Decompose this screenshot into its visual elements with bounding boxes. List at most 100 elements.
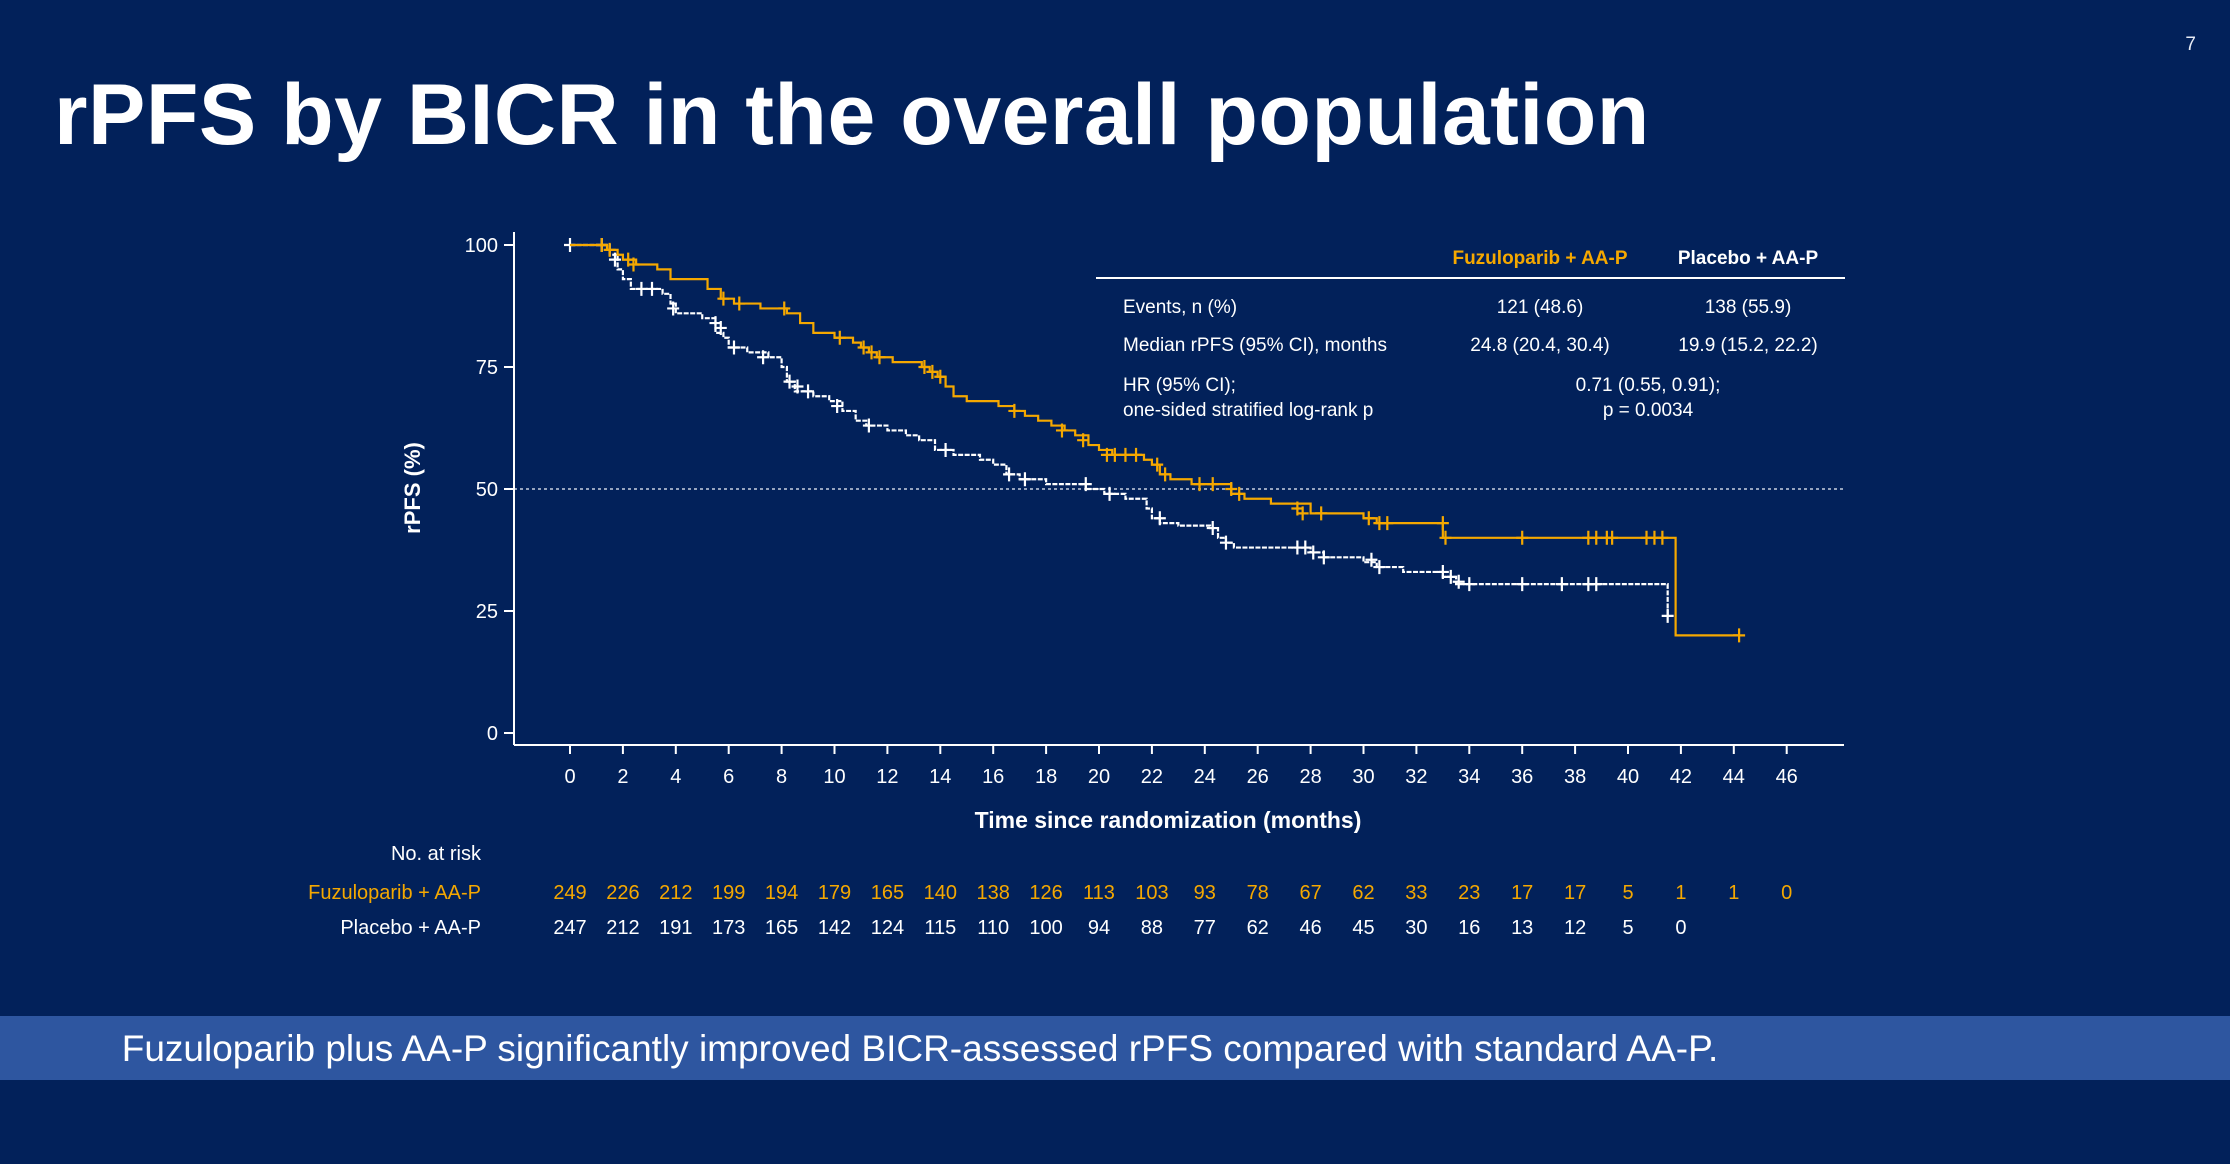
conclusion-band: Fuzuloparib plus AA-P significantly impr… bbox=[0, 1016, 2230, 1080]
risk-value: 191 bbox=[659, 917, 692, 939]
x-tick-label: 14 bbox=[929, 766, 951, 788]
risk-value: 110 bbox=[977, 917, 1009, 939]
stats-row-median-pla: 19.9 (15.2, 22.2) bbox=[1678, 335, 1817, 356]
censor-mark-placebo bbox=[1590, 577, 1603, 592]
x-tick-label: 16 bbox=[982, 766, 1004, 788]
x-tick-label: 26 bbox=[1247, 766, 1269, 788]
risk-row-label-placebo: Placebo + AA-P bbox=[340, 917, 481, 939]
censor-mark-fuzuloparib bbox=[603, 242, 616, 257]
censor-mark-fuzuloparib bbox=[1055, 423, 1068, 438]
x-tick-label: 24 bbox=[1194, 766, 1216, 788]
risk-value: 12 bbox=[1564, 917, 1586, 939]
risk-value: 247 bbox=[553, 917, 586, 939]
risk-value: 249 bbox=[553, 882, 586, 904]
censor-mark-placebo bbox=[667, 301, 680, 316]
x-tick-label: 4 bbox=[670, 766, 681, 788]
censor-mark-placebo bbox=[635, 281, 648, 296]
censor-mark-fuzuloparib bbox=[1151, 457, 1164, 472]
risk-value: 115 bbox=[924, 917, 956, 939]
censor-mark-fuzuloparib bbox=[1159, 467, 1172, 482]
censor-mark-fuzuloparib bbox=[1108, 447, 1121, 462]
risk-value: 93 bbox=[1194, 882, 1216, 904]
censor-mark-fuzuloparib bbox=[1119, 447, 1132, 462]
stats-hr-value-line1: 0.71 (0.55, 0.91); bbox=[1576, 375, 1721, 396]
stats-header-fuzuloparib: Fuzuloparib + AA-P bbox=[1452, 248, 1627, 269]
censor-mark-fuzuloparib bbox=[1193, 477, 1206, 492]
censor-mark-placebo bbox=[862, 418, 875, 433]
risk-value: 0 bbox=[1675, 917, 1686, 939]
censor-mark-placebo bbox=[1018, 472, 1031, 487]
x-tick-label: 42 bbox=[1670, 766, 1692, 788]
censor-mark-fuzuloparib bbox=[1206, 477, 1219, 492]
censor-mark-placebo bbox=[714, 320, 727, 335]
censor-mark-fuzuloparib bbox=[717, 291, 730, 306]
censor-mark-placebo bbox=[1103, 486, 1116, 501]
censor-mark-fuzuloparib bbox=[1315, 506, 1328, 521]
risk-value: 124 bbox=[871, 917, 904, 939]
censor-mark-fuzuloparib bbox=[1077, 433, 1090, 448]
censor-mark-fuzuloparib bbox=[733, 296, 746, 311]
risk-table-title: No. at risk bbox=[391, 843, 482, 865]
stats-table: Fuzuloparib + AA-P Placebo + AA-P Events… bbox=[1096, 248, 1845, 421]
censor-mark-placebo bbox=[727, 340, 740, 355]
censor-mark-fuzuloparib bbox=[873, 350, 886, 365]
x-tick-label: 10 bbox=[823, 766, 845, 788]
x-tick-label: 0 bbox=[564, 766, 575, 788]
y-tick-label: 75 bbox=[476, 357, 498, 379]
risk-value: 16 bbox=[1458, 917, 1480, 939]
censor-mark-placebo bbox=[1444, 569, 1457, 584]
censor-mark-placebo bbox=[1452, 574, 1465, 589]
censor-mark-placebo bbox=[757, 350, 770, 365]
x-tick-label: 30 bbox=[1352, 766, 1374, 788]
censor-mark-fuzuloparib bbox=[1439, 530, 1452, 545]
censor-mark-placebo bbox=[1299, 540, 1312, 555]
risk-value: 113 bbox=[1083, 882, 1115, 904]
censor-mark-placebo bbox=[608, 252, 621, 267]
x-tick-label: 32 bbox=[1405, 766, 1427, 788]
stats-row-events-pla: 138 (55.9) bbox=[1705, 297, 1792, 318]
risk-value: 62 bbox=[1247, 917, 1269, 939]
censor-mark-placebo bbox=[1317, 550, 1330, 565]
censor-mark-placebo bbox=[802, 384, 815, 399]
censor-mark-placebo bbox=[939, 442, 952, 457]
censor-mark-placebo bbox=[791, 379, 804, 394]
censor-mark-fuzuloparib bbox=[1590, 530, 1603, 545]
risk-value: 30 bbox=[1405, 917, 1427, 939]
x-tick-label: 28 bbox=[1299, 766, 1321, 788]
censor-mark-placebo bbox=[1079, 477, 1092, 492]
risk-value: 46 bbox=[1299, 917, 1321, 939]
x-tick-label: 8 bbox=[776, 766, 787, 788]
stats-row-median-fuz: 24.8 (20.4, 30.4) bbox=[1470, 335, 1609, 356]
censor-mark-placebo bbox=[1153, 511, 1166, 526]
risk-value: 165 bbox=[765, 917, 798, 939]
censor-mark-fuzuloparib bbox=[1733, 628, 1746, 643]
risk-value: 140 bbox=[924, 882, 957, 904]
risk-value: 126 bbox=[1029, 882, 1062, 904]
risk-value: 103 bbox=[1135, 882, 1168, 904]
risk-table: No. at risk Fuzuloparib + AA-P Placebo +… bbox=[308, 843, 1792, 939]
risk-value: 13 bbox=[1511, 917, 1533, 939]
censor-mark-fuzuloparib bbox=[1362, 511, 1375, 526]
risk-value: 179 bbox=[818, 882, 851, 904]
risk-value: 78 bbox=[1247, 882, 1269, 904]
stats-hr-value-line2: p = 0.0034 bbox=[1603, 400, 1694, 421]
censor-mark-fuzuloparib bbox=[833, 330, 846, 345]
x-tick-label: 44 bbox=[1723, 766, 1745, 788]
censor-mark-fuzuloparib bbox=[595, 238, 608, 252]
censor-mark-placebo bbox=[1206, 521, 1219, 536]
censor-mark-fuzuloparib bbox=[1436, 516, 1449, 531]
risk-value: 17 bbox=[1564, 882, 1586, 904]
x-tick-label: 18 bbox=[1035, 766, 1057, 788]
conclusion-text: Fuzuloparib plus AA-P significantly impr… bbox=[121, 1028, 1719, 1069]
y-tick-label: 100 bbox=[465, 235, 498, 257]
risk-value: 194 bbox=[765, 882, 798, 904]
risk-value: 23 bbox=[1458, 882, 1480, 904]
censor-mark-fuzuloparib bbox=[865, 345, 878, 360]
censor-mark-placebo bbox=[831, 399, 844, 414]
censor-mark-fuzuloparib bbox=[1008, 403, 1021, 418]
stats-hr-label-line2: one-sided stratified log-rank p bbox=[1123, 400, 1373, 421]
censor-mark-fuzuloparib bbox=[918, 360, 931, 374]
risk-value: 77 bbox=[1194, 917, 1216, 939]
slide-title: rPFS by BICR in the overall population bbox=[54, 67, 1650, 163]
